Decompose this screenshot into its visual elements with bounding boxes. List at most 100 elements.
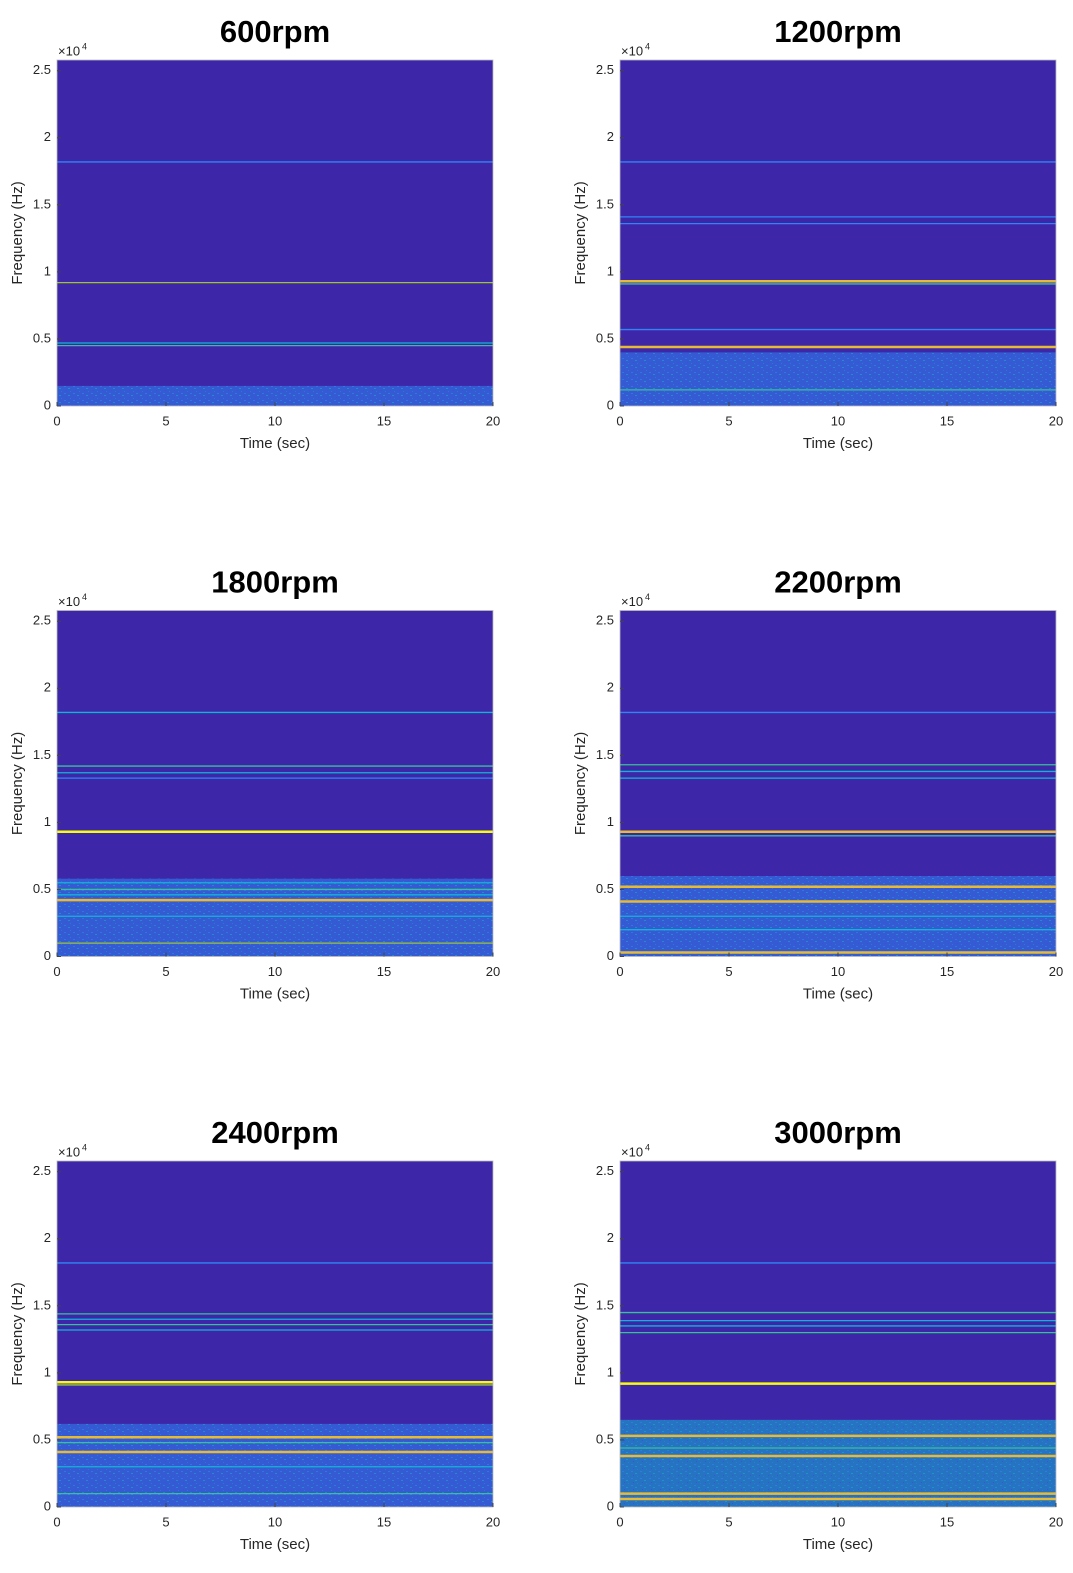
noise-texture <box>620 352 1056 406</box>
y-tick-label: 2 <box>44 129 51 144</box>
x-tick-label: 15 <box>940 964 954 979</box>
x-tick-label: 10 <box>268 1514 282 1529</box>
y-scale-label: ×10 <box>621 43 643 58</box>
y-tick-label: 0 <box>607 948 614 963</box>
y-tick-label: 0 <box>44 948 51 963</box>
x-tick-label: 0 <box>53 964 60 979</box>
x-tick-label: 10 <box>268 964 282 979</box>
y-tick-label: 1.5 <box>33 747 51 762</box>
y-tick-label: 1.5 <box>596 747 614 762</box>
y-tick-label: 1.5 <box>596 196 614 211</box>
y-tick-label: 0.5 <box>596 330 614 345</box>
x-tick-label: 5 <box>725 413 732 428</box>
noise-texture <box>57 878 493 957</box>
x-tick-label: 15 <box>377 1514 391 1529</box>
y-tick-label: 0.5 <box>33 330 51 345</box>
y-tick-label: 1 <box>44 263 51 278</box>
y-tick-label: 0.5 <box>33 1431 51 1446</box>
y-scale-exponent: 4 <box>645 592 650 602</box>
y-tick-label: 0 <box>607 397 614 412</box>
y-axis-label: Frequency (Hz) <box>572 1282 589 1385</box>
y-tick-label: 2.5 <box>596 1163 614 1178</box>
x-tick-label: 20 <box>1049 413 1063 428</box>
x-axis-label: Time (sec) <box>803 435 873 452</box>
y-axis-label: Frequency (Hz) <box>9 732 26 835</box>
y-tick-label: 2 <box>607 680 614 695</box>
chart-title: 3000rpm <box>774 1115 902 1150</box>
x-tick-label: 0 <box>616 1514 623 1529</box>
chart-title: 2200rpm <box>774 565 902 600</box>
chart-title: 600rpm <box>220 14 330 49</box>
x-tick-label: 5 <box>162 1514 169 1529</box>
y-scale-label: ×10 <box>58 43 80 58</box>
y-tick-label: 2.5 <box>596 613 614 628</box>
y-tick-label: 0 <box>44 397 51 412</box>
y-tick-label: 2 <box>44 1230 51 1245</box>
panel: 2400rpm 0 5 10 15 20 0 0.5 1 1.5 2 2.5 Time (sec) Fre… <box>9 1115 500 1553</box>
x-tick-label: 0 <box>616 413 623 428</box>
y-tick-label: 2.5 <box>33 1163 51 1178</box>
panel: 600rpm 0 5 10 15 20 0 0.5 1 1.5 2 2.5 Time (sec) Freq… <box>9 14 500 452</box>
x-axis-label: Time (sec) <box>240 1536 310 1553</box>
chart-title: 1200rpm <box>774 14 902 49</box>
y-axis-label: Frequency (Hz) <box>572 181 589 284</box>
y-tick-label: 0 <box>607 1498 614 1513</box>
x-tick-label: 15 <box>377 964 391 979</box>
x-tick-label: 0 <box>616 964 623 979</box>
y-scale-exponent: 4 <box>82 1142 87 1152</box>
x-tick-label: 20 <box>486 964 500 979</box>
x-tick-label: 15 <box>940 1514 954 1529</box>
noise-texture <box>57 385 493 406</box>
y-tick-label: 1 <box>44 1364 51 1379</box>
y-tick-label: 0 <box>44 1498 51 1513</box>
plot-background <box>57 60 493 406</box>
y-scale-exponent: 4 <box>645 1142 650 1152</box>
y-scale-label: ×10 <box>58 594 80 609</box>
y-tick-label: 2 <box>607 1230 614 1245</box>
chart-title: 2400rpm <box>211 1115 339 1150</box>
panel: 1800rpm 0 5 10 15 20 0 0.5 1 1.5 2 2.5 Time (sec) Fre… <box>9 565 500 1003</box>
y-tick-label: 2 <box>44 680 51 695</box>
y-scale-label: ×10 <box>621 594 643 609</box>
x-tick-label: 5 <box>725 1514 732 1529</box>
x-tick-label: 0 <box>53 1514 60 1529</box>
x-axis-label: Time (sec) <box>240 985 310 1002</box>
y-tick-label: 1 <box>607 263 614 278</box>
y-scale-label: ×10 <box>58 1144 80 1159</box>
y-tick-label: 1 <box>607 814 614 829</box>
panel: 3000rpm 0 5 10 15 20 0 0.5 1 1.5 2 2.5 Time (sec) Fre… <box>572 1115 1063 1553</box>
y-tick-label: 1 <box>607 1364 614 1379</box>
y-tick-label: 0.5 <box>596 1431 614 1446</box>
x-tick-label: 10 <box>831 964 845 979</box>
y-tick-label: 2.5 <box>596 62 614 77</box>
y-tick-label: 1.5 <box>596 1297 614 1312</box>
y-scale-label: ×10 <box>621 1144 643 1159</box>
x-tick-label: 5 <box>162 964 169 979</box>
x-axis-label: Time (sec) <box>240 435 310 452</box>
x-tick-label: 5 <box>725 964 732 979</box>
y-tick-label: 0.5 <box>596 881 614 896</box>
x-tick-label: 20 <box>486 413 500 428</box>
x-tick-label: 20 <box>486 1514 500 1529</box>
y-tick-label: 1.5 <box>33 196 51 211</box>
y-scale-exponent: 4 <box>82 41 87 51</box>
y-axis-label: Frequency (Hz) <box>9 181 26 284</box>
y-axis-label: Frequency (Hz) <box>9 1282 26 1385</box>
x-tick-label: 10 <box>831 1514 845 1529</box>
x-tick-label: 15 <box>940 413 954 428</box>
chart-title: 1800rpm <box>211 565 339 600</box>
y-tick-label: 2.5 <box>33 62 51 77</box>
x-tick-label: 10 <box>831 413 845 428</box>
y-scale-exponent: 4 <box>645 41 650 51</box>
x-axis-label: Time (sec) <box>803 1536 873 1553</box>
y-tick-label: 2 <box>607 129 614 144</box>
y-tick-label: 2.5 <box>33 613 51 628</box>
y-tick-label: 0.5 <box>33 881 51 896</box>
x-tick-label: 20 <box>1049 1514 1063 1529</box>
x-axis-label: Time (sec) <box>803 985 873 1002</box>
y-axis-label: Frequency (Hz) <box>572 732 589 835</box>
y-scale-exponent: 4 <box>82 592 87 602</box>
y-tick-label: 1 <box>44 814 51 829</box>
x-tick-label: 20 <box>1049 964 1063 979</box>
